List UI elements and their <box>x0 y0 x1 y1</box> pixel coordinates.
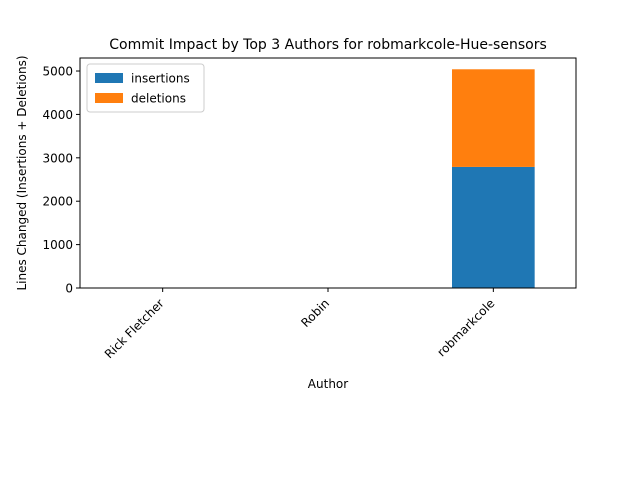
y-tick-label: 4000 <box>42 108 73 122</box>
y-tick-label: 0 <box>65 282 73 296</box>
legend-swatch-insertions <box>95 73 123 83</box>
x-tick-label: Robin <box>298 296 332 330</box>
y-tick-label: 3000 <box>42 151 73 165</box>
bar-insertions-3 <box>452 167 535 288</box>
x-axis-ticks: Rick Fletcher Robin robmarkcole <box>102 288 498 361</box>
bar-deletions-3 <box>452 69 535 167</box>
legend: insertions deletions <box>87 64 204 112</box>
legend-swatch-deletions <box>95 93 123 103</box>
y-axis-ticks: 0 1000 2000 3000 4000 5000 <box>42 65 80 296</box>
y-axis-label: Lines Changed (Insertions + Deletions) <box>15 55 29 290</box>
legend-label-deletions: deletions <box>131 92 186 106</box>
chart-title: Commit Impact by Top 3 Authors for robma… <box>109 37 547 53</box>
y-tick-label: 1000 <box>42 238 73 252</box>
x-tick-label: Rick Fletcher <box>102 296 167 361</box>
y-tick-label: 5000 <box>42 65 73 79</box>
y-tick-label: 2000 <box>42 195 73 209</box>
x-axis-label: Author <box>308 377 348 391</box>
x-tick-label: robmarkcole <box>434 296 497 359</box>
legend-label-insertions: insertions <box>131 72 190 86</box>
